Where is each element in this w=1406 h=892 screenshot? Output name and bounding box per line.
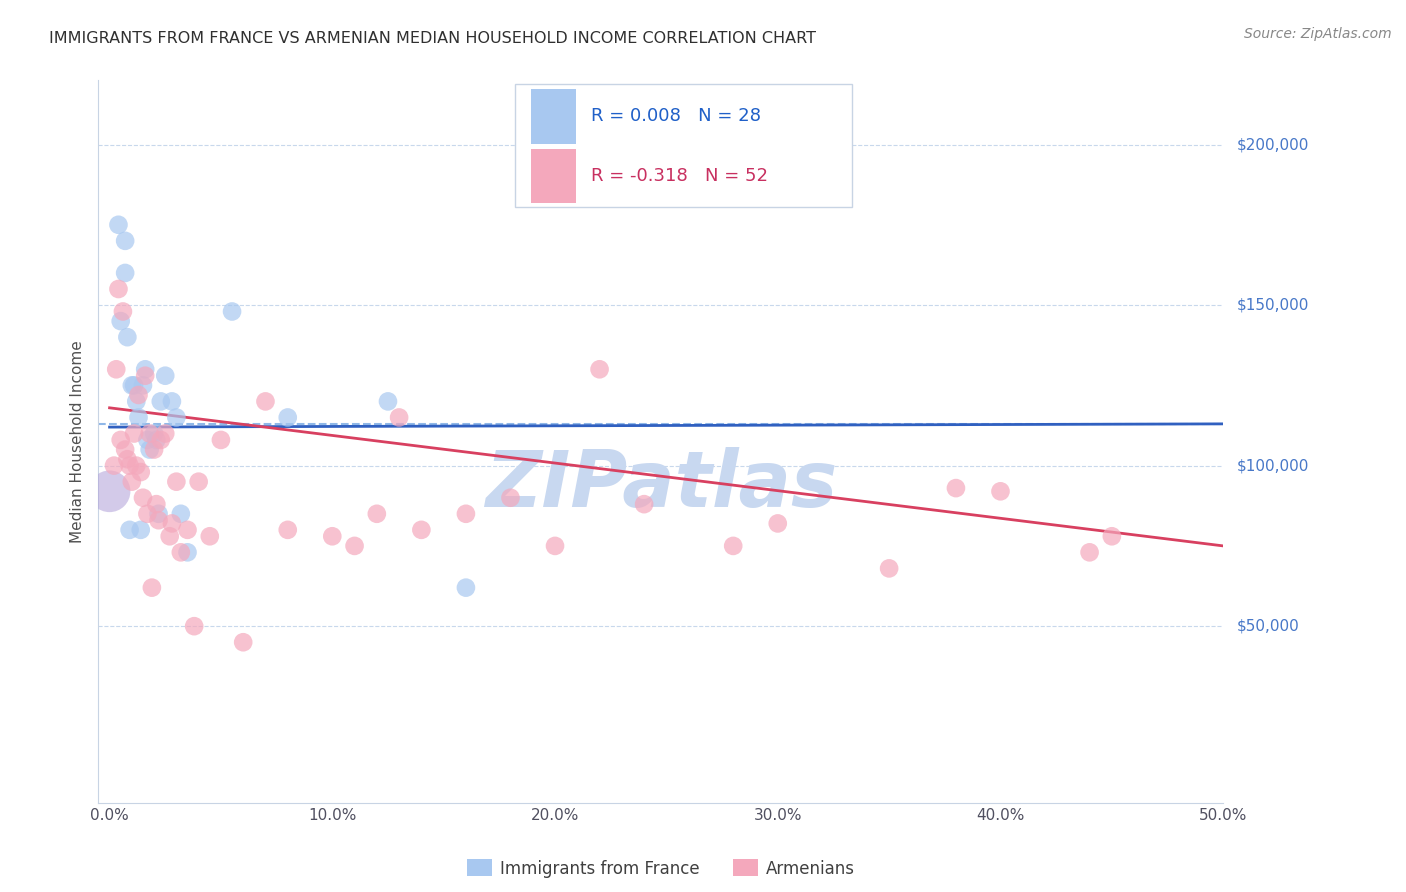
- Point: [148, 507, 170, 521]
- Point: [187, 475, 209, 489]
- Point: [165, 410, 187, 425]
- Text: $150,000: $150,000: [1237, 298, 1309, 312]
- Point: [1078, 545, 1101, 559]
- Point: [107, 282, 129, 296]
- Point: [149, 394, 172, 409]
- Point: [118, 458, 141, 473]
- Text: Source: ZipAtlas.com: Source: ZipAtlas.com: [1244, 27, 1392, 41]
- Point: [98, 484, 121, 499]
- Point: [176, 523, 198, 537]
- Point: [143, 442, 166, 457]
- Point: [1101, 529, 1123, 543]
- Point: [721, 539, 744, 553]
- Point: [128, 388, 150, 402]
- Point: [132, 491, 155, 505]
- Point: [114, 442, 136, 457]
- Point: [117, 330, 139, 344]
- Point: [321, 529, 343, 543]
- Point: [499, 491, 522, 505]
- Point: [221, 304, 243, 318]
- Point: [107, 218, 129, 232]
- Point: [129, 523, 152, 537]
- Point: [454, 581, 477, 595]
- Point: [114, 234, 136, 248]
- Text: $200,000: $200,000: [1237, 137, 1309, 152]
- Point: [110, 314, 132, 328]
- Point: [159, 529, 181, 543]
- Point: [183, 619, 205, 633]
- Point: [128, 410, 150, 425]
- Point: [366, 507, 388, 521]
- Point: [277, 410, 299, 425]
- Point: [129, 465, 152, 479]
- Point: [990, 484, 1012, 499]
- Point: [155, 368, 177, 383]
- Point: [411, 523, 433, 537]
- Point: [110, 433, 132, 447]
- Point: [136, 507, 159, 521]
- FancyBboxPatch shape: [531, 89, 576, 144]
- Point: [165, 475, 187, 489]
- Point: [132, 378, 155, 392]
- Text: $100,000: $100,000: [1237, 458, 1309, 473]
- Point: [588, 362, 610, 376]
- Point: [388, 410, 411, 425]
- Point: [145, 497, 167, 511]
- Point: [134, 368, 156, 383]
- Point: [105, 362, 128, 376]
- Point: [170, 545, 193, 559]
- Point: [125, 458, 148, 473]
- Point: [117, 452, 139, 467]
- Point: [377, 394, 399, 409]
- Point: [160, 394, 183, 409]
- Text: ZIPatlas: ZIPatlas: [485, 447, 837, 523]
- Point: [111, 304, 134, 318]
- Point: [121, 378, 143, 392]
- Legend: Immigrants from France, Armenians: Immigrants from France, Armenians: [467, 859, 855, 878]
- Point: [143, 426, 166, 441]
- Point: [343, 539, 366, 553]
- Point: [209, 433, 232, 447]
- Point: [633, 497, 655, 511]
- Point: [122, 378, 145, 392]
- Point: [454, 507, 477, 521]
- Point: [945, 481, 967, 495]
- Point: [121, 475, 143, 489]
- Y-axis label: Median Household Income: Median Household Income: [70, 340, 86, 543]
- Point: [170, 507, 193, 521]
- Point: [277, 523, 299, 537]
- Point: [134, 362, 156, 376]
- Point: [149, 433, 172, 447]
- Point: [145, 433, 167, 447]
- FancyBboxPatch shape: [515, 84, 852, 207]
- Point: [141, 581, 163, 595]
- Point: [160, 516, 183, 531]
- Point: [544, 539, 567, 553]
- Text: $50,000: $50,000: [1237, 619, 1301, 633]
- Point: [138, 426, 160, 441]
- Text: IMMIGRANTS FROM FRANCE VS ARMENIAN MEDIAN HOUSEHOLD INCOME CORRELATION CHART: IMMIGRANTS FROM FRANCE VS ARMENIAN MEDIA…: [49, 31, 817, 46]
- Point: [232, 635, 254, 649]
- Point: [136, 433, 159, 447]
- Point: [148, 513, 170, 527]
- Text: R = 0.008   N = 28: R = 0.008 N = 28: [591, 107, 761, 126]
- Point: [125, 394, 148, 409]
- Point: [138, 442, 160, 457]
- Point: [877, 561, 900, 575]
- Point: [114, 266, 136, 280]
- Point: [254, 394, 277, 409]
- Point: [766, 516, 789, 531]
- Point: [176, 545, 198, 559]
- Point: [118, 523, 141, 537]
- Point: [103, 458, 125, 473]
- Point: [155, 426, 177, 441]
- FancyBboxPatch shape: [531, 149, 576, 203]
- Point: [122, 426, 145, 441]
- Point: [198, 529, 221, 543]
- Text: R = -0.318   N = 52: R = -0.318 N = 52: [591, 168, 768, 186]
